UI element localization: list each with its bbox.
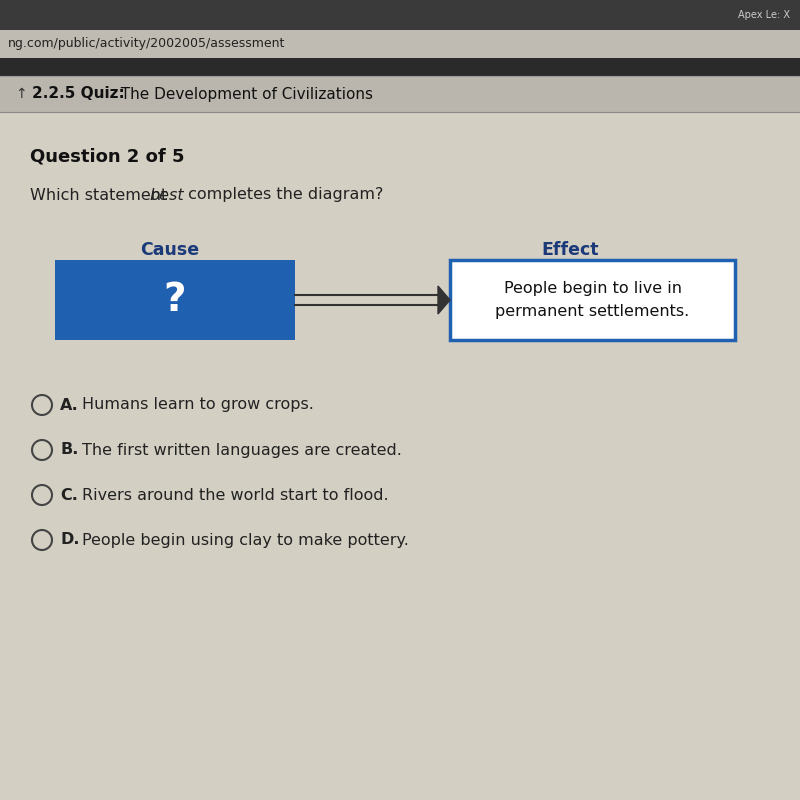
Text: People begin to live in
permanent settlements.: People begin to live in permanent settle… [495, 282, 690, 318]
Text: best: best [149, 187, 184, 202]
Bar [0, 58, 800, 76]
Text: Humans learn to grow crops.: Humans learn to grow crops. [82, 398, 314, 413]
Text: D.: D. [60, 533, 79, 547]
Text: C.: C. [60, 487, 78, 502]
Bar [0, 76, 800, 112]
Text: The first written languages are created.: The first written languages are created. [82, 442, 402, 458]
Text: Question 2 of 5: Question 2 of 5 [30, 148, 185, 166]
Bar [0, 0, 800, 30]
Text: completes the diagram?: completes the diagram? [183, 187, 383, 202]
Text: The Development of Civilizations: The Development of Civilizations [111, 86, 373, 102]
Text: ?: ? [164, 281, 186, 319]
Text: Effect: Effect [542, 241, 598, 259]
Polygon shape [438, 286, 450, 314]
Text: Cause: Cause [141, 241, 199, 259]
Text: People begin using clay to make pottery.: People begin using clay to make pottery. [82, 533, 409, 547]
Bar [0, 30, 800, 58]
Text: B.: B. [60, 442, 78, 458]
Text: Apex Le: X: Apex Le: X [738, 10, 790, 20]
Bar [450, 260, 735, 340]
Text: Which statement: Which statement [30, 187, 172, 202]
Bar [55, 260, 295, 340]
Text: Rivers around the world start to flood.: Rivers around the world start to flood. [82, 487, 389, 502]
Text: ↑: ↑ [15, 87, 26, 101]
Bar [0, 112, 800, 800]
Text: 2.2.5 Quiz:: 2.2.5 Quiz: [32, 86, 125, 102]
Text: ng.com/public/activity/2002005/assessment: ng.com/public/activity/2002005/assessmen… [8, 38, 286, 50]
Text: A.: A. [60, 398, 78, 413]
